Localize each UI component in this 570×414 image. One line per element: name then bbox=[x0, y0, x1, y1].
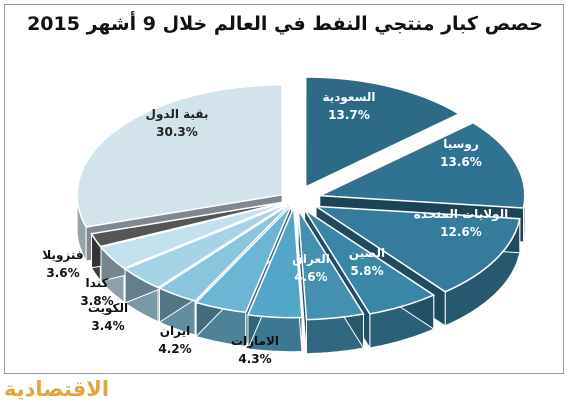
slice-value-label: 4.3% bbox=[238, 352, 271, 366]
slice-label: فنزويلا bbox=[42, 248, 83, 263]
slice-value-label: 4.6% bbox=[294, 270, 327, 284]
slice-label: بقية الدول bbox=[146, 107, 209, 122]
slice-label: العراق bbox=[292, 252, 330, 266]
slice-value-label: 3.8% bbox=[80, 294, 113, 308]
chart-title: حصص كبار منتجي النفط في العالم خلال 9 أش… bbox=[27, 13, 543, 35]
slice-value-label: 3.6% bbox=[46, 266, 79, 280]
slice-value-label: 30.3% bbox=[156, 125, 198, 139]
pie-slice bbox=[304, 76, 461, 189]
slice-label: روسيا bbox=[443, 137, 479, 152]
slice-value-label: 3.4% bbox=[91, 319, 124, 333]
slice-label: كندا bbox=[86, 276, 109, 290]
pie-slice bbox=[123, 202, 290, 289]
slice-value-label: 13.6% bbox=[440, 155, 482, 169]
pie-slice bbox=[76, 84, 283, 228]
pie-slice bbox=[90, 200, 288, 248]
slice-label: الكويت bbox=[88, 301, 128, 316]
slice-label: الامارات bbox=[231, 334, 279, 348]
slice-value-label: 12.6% bbox=[440, 225, 482, 239]
chart-frame: حصص كبار منتجي النفط في العالم خلال 9 أش… bbox=[4, 4, 564, 374]
brand-logo: الاقتصادية bbox=[4, 377, 110, 401]
slice-value-label: 4.2% bbox=[158, 342, 191, 356]
pie-slice bbox=[313, 205, 521, 293]
slice-label: السعودية bbox=[322, 90, 375, 105]
slice-label: الولايات المتحدة bbox=[414, 207, 509, 222]
pie-slice bbox=[246, 207, 303, 319]
slice-value-label: 13.7% bbox=[328, 108, 370, 122]
pie-slice bbox=[303, 209, 436, 315]
slice-value-label: 5.8% bbox=[350, 264, 383, 278]
pie-slice bbox=[99, 201, 289, 270]
pie-slice bbox=[297, 209, 365, 321]
slice-label: الصين bbox=[349, 246, 385, 260]
pie-chart: السعودية 13.7% روسيا 13.6% الولايات المتحدة 1… bbox=[42, 76, 526, 366]
pie-slice bbox=[194, 204, 293, 314]
pie-slice bbox=[319, 121, 526, 209]
slice-label: ايران bbox=[160, 324, 190, 338]
pie-slice bbox=[157, 203, 292, 302]
